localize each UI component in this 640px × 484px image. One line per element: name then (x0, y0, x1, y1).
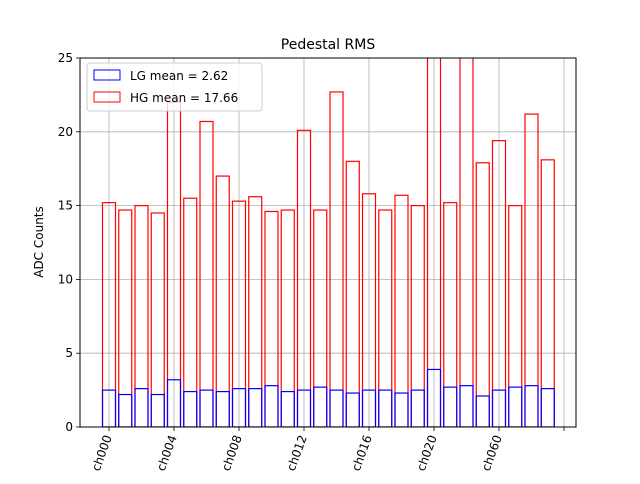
bar-lg (313, 386, 328, 427)
bar-lg (426, 368, 442, 427)
bar-hg (329, 91, 344, 427)
bar-lg (296, 389, 312, 427)
bar-lg (394, 392, 409, 427)
bar-hg (183, 197, 198, 427)
bar-lg (166, 379, 182, 427)
bar-hg (540, 159, 555, 427)
bar-lg (410, 389, 425, 427)
plot-frame (79, 57, 577, 428)
bar-hg (118, 209, 133, 427)
y-tick-label: 25 (58, 51, 73, 65)
bar-lg (361, 389, 377, 427)
grid-lines (80, 57, 576, 428)
bar-lg (345, 392, 360, 427)
bar-hg (394, 194, 409, 427)
legend-box (86, 62, 263, 112)
legend-swatch-lg (93, 69, 121, 81)
bar-hg (134, 205, 149, 427)
y-axis-label: ADC Counts (32, 206, 46, 278)
bar-hg (280, 209, 295, 427)
y-tick-label: 20 (58, 125, 73, 139)
bar-lg (101, 389, 117, 427)
bar-lg (443, 386, 458, 427)
bar-hg (231, 200, 247, 427)
bar-hg (296, 129, 312, 427)
bar-hg (426, 58, 442, 427)
bar-hg (361, 193, 377, 427)
bar-hg (475, 162, 490, 427)
bar-lg (508, 386, 523, 427)
y-tick-label: 0 (65, 420, 73, 434)
legend-label-lg: LG mean = 2.62 (130, 69, 228, 83)
bar-hg (150, 212, 165, 427)
legend: LG mean = 2.62 HG mean = 17.66 (86, 62, 263, 112)
bar-hg (508, 205, 523, 427)
y-tick-label: 5 (65, 346, 73, 360)
bar-hg (443, 202, 458, 427)
chart-title: Pedestal RMS (281, 37, 376, 53)
bar-hg (248, 196, 263, 427)
bar-hg (199, 120, 214, 427)
bar-hg (215, 175, 230, 427)
y-tick-label: 10 (58, 272, 73, 286)
bar-hg (264, 210, 279, 427)
y-tick-label: 15 (58, 199, 73, 213)
bar-hg (313, 209, 328, 427)
bar-hg (491, 140, 507, 427)
bar-lg (199, 389, 214, 427)
bar-hg (410, 205, 425, 427)
bar-lg (118, 393, 133, 427)
bar-hg (378, 209, 393, 427)
bar-hg (459, 58, 474, 427)
bar-lg (378, 389, 393, 427)
legend-label-hg: HG mean = 17.66 (130, 91, 238, 105)
bar-hg (101, 202, 117, 427)
bar-lg (329, 389, 344, 427)
bar-hg (345, 160, 360, 427)
bar-lg (150, 393, 165, 427)
bar-lg (491, 389, 507, 427)
legend-swatch-hg (93, 91, 121, 103)
